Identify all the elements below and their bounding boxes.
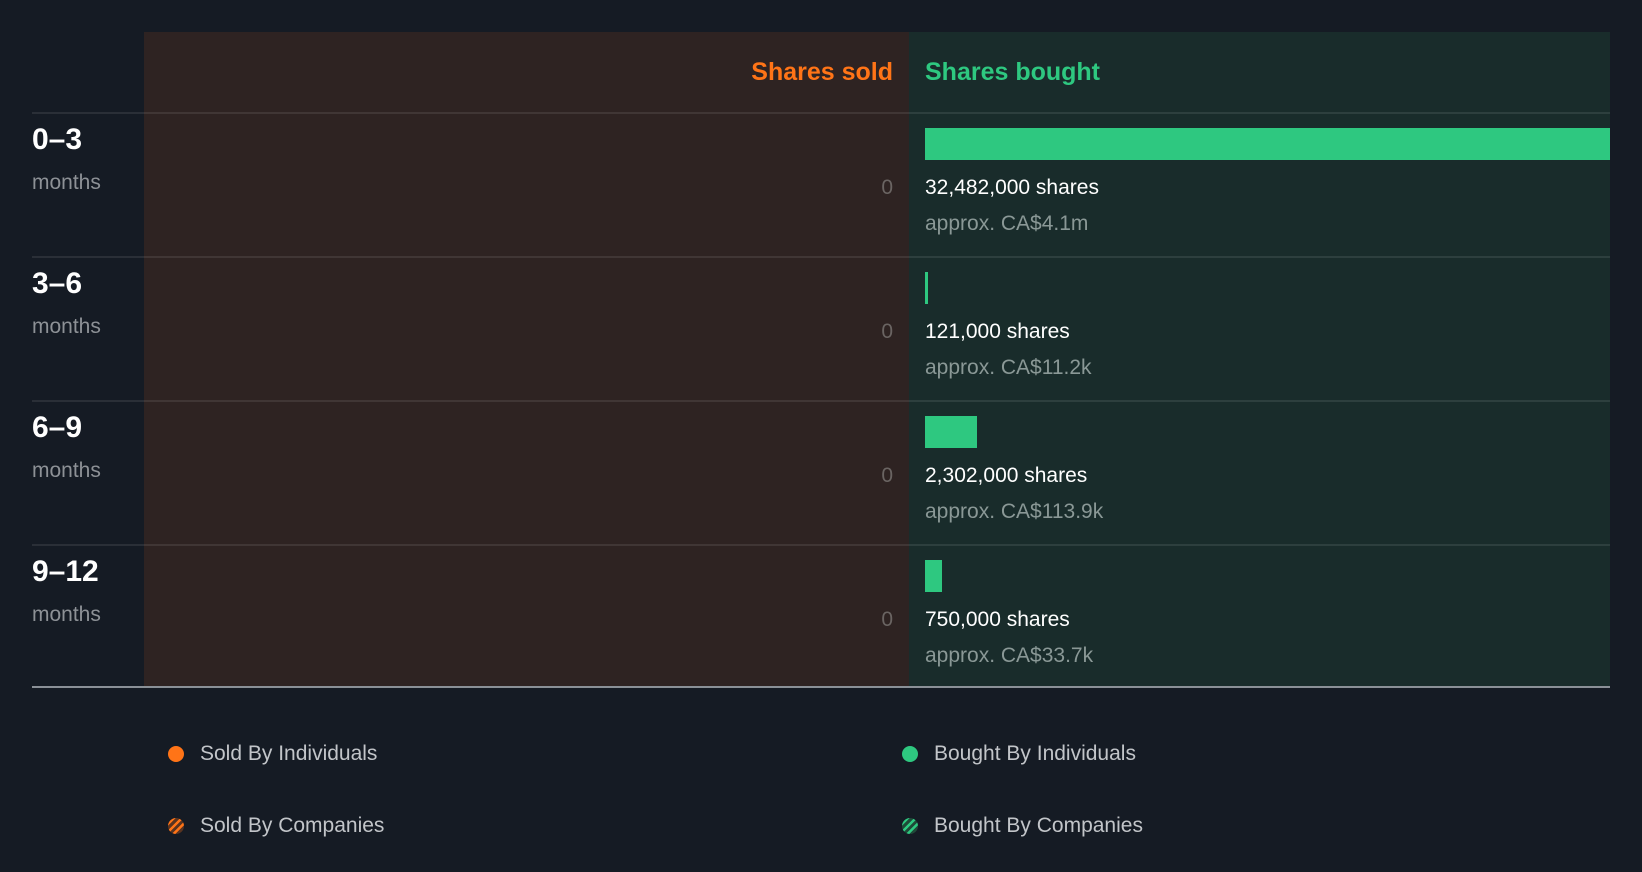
bought-bar: [925, 560, 942, 592]
legend-label: Sold By Individuals: [200, 742, 378, 765]
legend-bought-individuals[interactable]: Bought By Individuals: [902, 742, 1136, 766]
period-range: 9–12: [32, 555, 99, 588]
sold-value: 0: [881, 608, 893, 631]
bought-shares: 2,302,000 shares: [925, 464, 1088, 487]
green-dot-icon: [902, 746, 918, 762]
shares-sold-panel: [144, 32, 909, 687]
orange-striped-dot-icon: [168, 818, 184, 834]
period-row-3-6: 3–6 months 0 121,000 shares approx. CA$1…: [0, 257, 1642, 401]
bought-approx-value: approx. CA$33.7k: [925, 644, 1094, 667]
shares-sold-header: Shares sold: [751, 58, 893, 86]
legend-bought-companies[interactable]: Bought By Companies: [902, 814, 1143, 838]
legend-label: Sold By Companies: [200, 814, 385, 837]
legend-label: Bought By Companies: [934, 814, 1143, 837]
row-divider: [32, 400, 1610, 402]
bought-shares: 750,000 shares: [925, 608, 1070, 631]
row-divider: [32, 544, 1610, 546]
shares-bought-header: Shares bought: [925, 58, 1101, 86]
legend-label: Bought By Individuals: [934, 742, 1136, 765]
bought-approx-value: approx. CA$11.2k: [925, 356, 1092, 379]
bought-approx-value: approx. CA$4.1m: [925, 212, 1089, 235]
period-unit: months: [32, 171, 101, 194]
bought-shares: 121,000 shares: [925, 320, 1070, 343]
period-range: 6–9: [32, 411, 83, 444]
row-divider: [32, 112, 1610, 114]
legend-sold-individuals[interactable]: Sold By Individuals: [168, 742, 377, 766]
legend-sold-companies[interactable]: Sold By Companies: [168, 814, 384, 838]
chart-baseline: [32, 686, 1610, 688]
bought-approx-value: approx. CA$113.9k: [925, 500, 1104, 523]
period-row-9-12: 9–12 months 0 750,000 shares approx. CA$…: [0, 545, 1642, 689]
period-unit: months: [32, 315, 101, 338]
sold-value: 0: [881, 464, 893, 487]
sold-value: 0: [881, 176, 893, 199]
row-divider: [32, 256, 1610, 258]
period-unit: months: [32, 459, 101, 482]
period-range: 3–6: [32, 267, 83, 300]
bought-bar: [925, 128, 1610, 160]
bought-bar: [925, 416, 977, 448]
period-row-0-3: 0–3 months 0 32,482,000 shares approx. C…: [0, 113, 1642, 257]
orange-dot-icon: [168, 746, 184, 762]
period-row-6-9: 6–9 months 0 2,302,000 shares approx. CA…: [0, 401, 1642, 545]
green-striped-dot-icon: [902, 818, 918, 834]
bought-bar: [925, 272, 928, 304]
sold-value: 0: [881, 320, 893, 343]
period-range: 0–3: [32, 123, 83, 156]
bought-shares: 32,482,000 shares: [925, 176, 1099, 199]
period-unit: months: [32, 603, 101, 626]
